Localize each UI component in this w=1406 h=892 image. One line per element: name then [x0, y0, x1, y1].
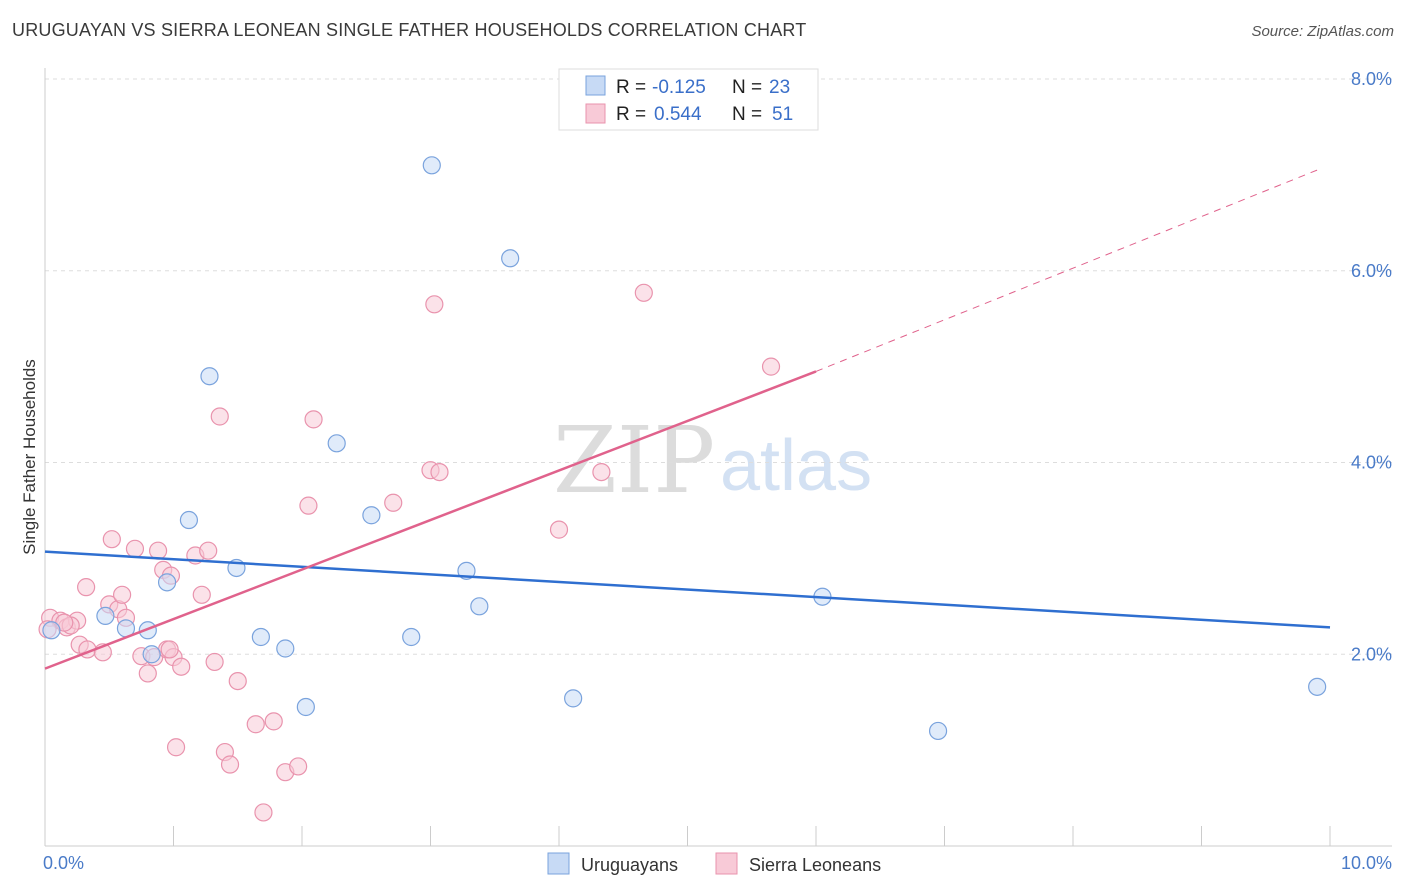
y-axis-title: Single Father Households	[20, 359, 39, 555]
sierra-leonean-point-7	[77, 578, 96, 597]
sierra-leonean-point-12	[102, 530, 121, 549]
watermark-atlas: atlas	[720, 426, 872, 506]
legend-swatch-uruguayans	[585, 75, 606, 96]
sierra-leonean-point-14	[125, 539, 145, 558]
bottom-legend-label-sierra-leoneans: Sierra Leoneans	[749, 855, 881, 875]
chart-title: URUGUAYAN VS SIERRA LEONEAN SINGLE FATHE…	[12, 20, 807, 40]
y-tick-label-2: 6.0%	[1351, 261, 1392, 281]
uruguayan-point-13	[362, 506, 381, 525]
uruguayan-point-11	[327, 434, 346, 453]
sierra-leonean-point-24	[166, 738, 186, 757]
legend-n-value-sierra-leoneans: 51	[772, 104, 793, 125]
trend-line-uruguayans	[44, 550, 1331, 629]
sierra-leonean-point-43	[430, 462, 449, 482]
sierra-leonean-point-42	[425, 295, 444, 314]
y-tick-label-3: 8.0%	[1351, 69, 1392, 89]
series-legend: Uruguayans Sierra Leoneans	[547, 852, 881, 875]
uruguayan-point-9	[251, 627, 270, 647]
uruguayan-point-21	[928, 721, 948, 741]
sierra-leonean-point-38	[299, 496, 318, 515]
uruguayan-point-6	[200, 367, 219, 386]
legend-n-label-uruguayans: N =	[732, 77, 762, 98]
series-uruguayans	[42, 156, 1327, 741]
sierra-leonean-point-27	[199, 541, 218, 560]
sierra-leonean-point-23	[172, 657, 191, 676]
trend-line-sierra-leoneans	[44, 370, 817, 670]
uruguayan-point-5	[142, 645, 161, 664]
grid-lines	[45, 78, 1392, 655]
legend-n-label-sierra-leoneans: N =	[732, 104, 762, 125]
sierra-leonean-point-28	[205, 652, 224, 672]
sierra-leonean-point-33	[246, 715, 265, 734]
legend-r-value-sierra-leoneans: 0.544	[654, 104, 702, 125]
y-tick-label-1: 4.0%	[1351, 453, 1392, 473]
trend-lines	[44, 169, 1331, 670]
legend-r-label-sierra-leoneans: R =	[616, 104, 646, 125]
uruguayan-point-14	[402, 627, 421, 647]
sierra-leonean-point-32	[228, 671, 247, 691]
sierra-leonean-point-35	[264, 712, 283, 731]
bottom-legend-swatch-sierra-leoneans	[715, 852, 738, 875]
uruguayan-point-7	[179, 510, 199, 530]
sierra-leonean-point-47	[761, 357, 781, 376]
sierra-leonean-point-44	[549, 520, 569, 539]
bottom-legend-swatch-uruguayans	[547, 852, 570, 875]
y-tick-label-0: 2.0%	[1351, 644, 1392, 664]
sierra-leonean-point-18	[148, 541, 168, 560]
sierra-leonean-point-46	[634, 283, 653, 302]
bottom-legend-label-uruguayans: Uruguayans	[581, 855, 678, 875]
sierra-leonean-point-45	[592, 462, 611, 482]
sierra-leonean-point-39	[304, 410, 323, 429]
sierra-leonean-point-37	[289, 757, 308, 776]
uruguayan-point-0	[42, 621, 61, 640]
uruguayan-point-19	[564, 689, 583, 708]
legend-r-value-uruguayans: -0.125	[652, 77, 706, 98]
sierra-leonean-point-11	[112, 585, 132, 604]
trend-line-sierra-leoneans-extrapolated	[815, 169, 1318, 372]
x-tick-label-min: 0.0%	[43, 853, 84, 873]
legend-swatch-sierra-leoneans	[585, 103, 606, 124]
uruguayan-point-4	[157, 573, 177, 592]
sierra-leonean-point-40	[384, 493, 403, 512]
legend-n-value-uruguayans: 23	[769, 77, 790, 98]
sierra-leonean-point-34	[254, 803, 273, 822]
axes	[44, 68, 1392, 847]
source-credit: Source: ZipAtlas.com	[1251, 23, 1394, 40]
x-tick-label-max: 10.0%	[1341, 853, 1392, 873]
sierra-leonean-point-31	[220, 755, 240, 774]
watermark-zip: ZIP	[553, 407, 715, 514]
sierra-leonean-point-50	[160, 640, 179, 659]
uruguayan-point-15	[422, 156, 441, 175]
y-tick-labels: 2.0% 4.0% 6.0% 8.0%	[1351, 69, 1392, 664]
uruguayan-point-10	[276, 639, 295, 658]
sierra-leonean-point-26	[192, 585, 211, 604]
uruguayan-point-1	[96, 606, 115, 626]
uruguayan-point-17	[470, 597, 489, 616]
uruguayan-point-22	[1308, 677, 1327, 696]
sierra-leonean-point-29	[210, 407, 229, 426]
uruguayan-point-18	[501, 249, 520, 268]
sierra-leonean-point-16	[138, 664, 157, 683]
legend-r-label-uruguayans: R =	[616, 77, 646, 98]
uruguayan-point-12	[296, 697, 315, 717]
x-tick-labels: 0.0% 10.0%	[43, 853, 1392, 873]
series-sierra-leoneans	[38, 283, 781, 822]
correlation-legend: R = -0.125 N = 23 R = 0.544 N = 51	[558, 68, 819, 131]
